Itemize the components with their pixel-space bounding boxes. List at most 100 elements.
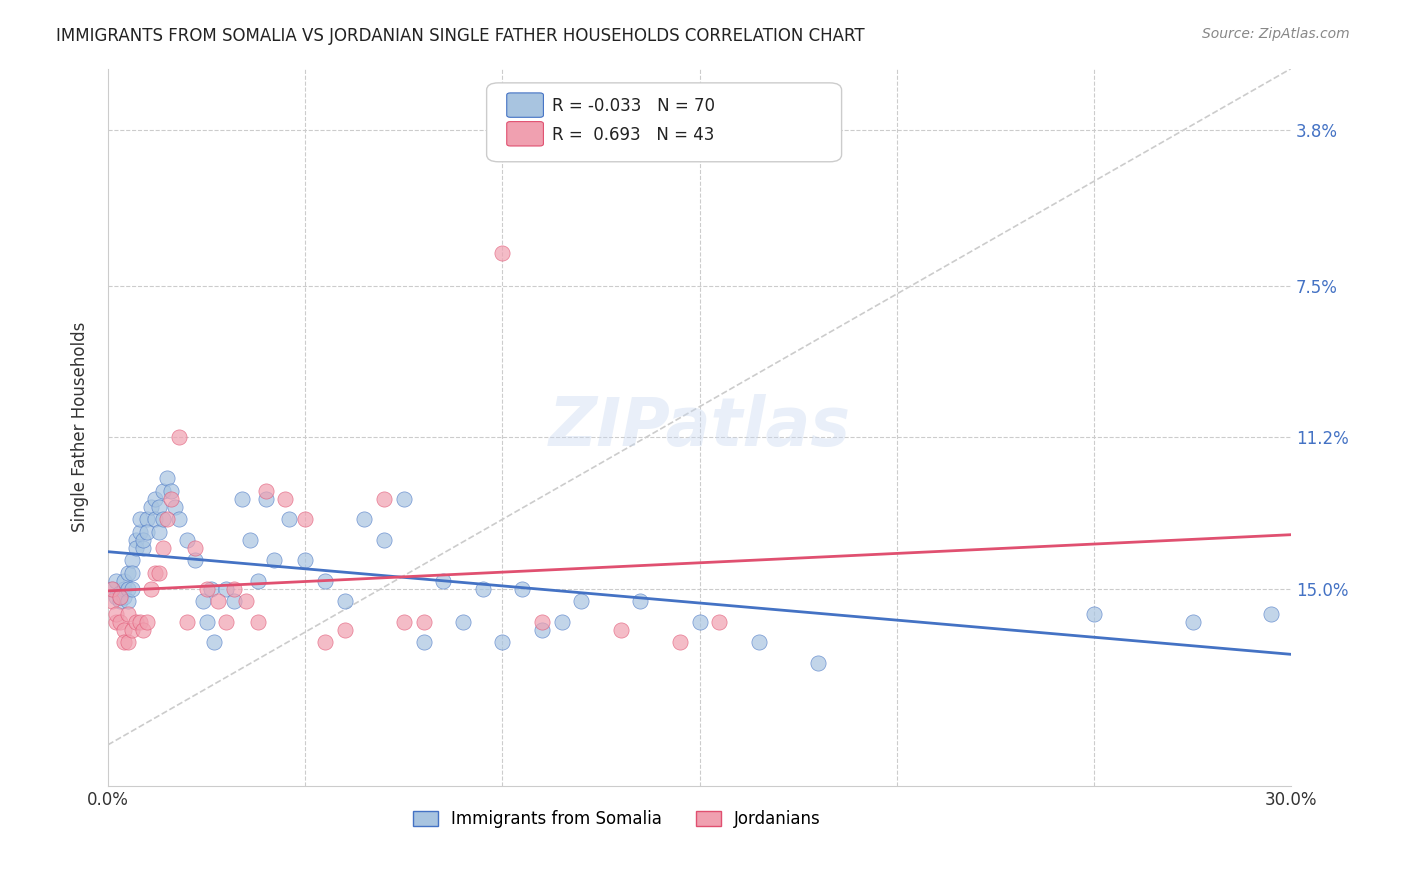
Text: R = -0.033   N = 70: R = -0.033 N = 70 [551, 97, 714, 115]
Jordanians [373, 491, 395, 506]
Jordanians [235, 594, 257, 608]
Immigrants from Somalia [132, 541, 155, 555]
Immigrants from Somalia [231, 491, 253, 506]
Jordanians [112, 623, 135, 637]
Jordanians [333, 623, 356, 637]
Immigrants from Somalia [141, 500, 163, 514]
Immigrants from Somalia [630, 594, 652, 608]
Y-axis label: Single Father Households: Single Father Households [72, 322, 89, 533]
Jordanians [104, 607, 127, 621]
Immigrants from Somalia [689, 615, 711, 629]
Jordanians [224, 582, 246, 596]
Jordanians [156, 512, 179, 526]
Immigrants from Somalia [124, 541, 146, 555]
Jordanians [530, 615, 553, 629]
Jordanians [709, 615, 731, 629]
Jordanians [148, 566, 170, 580]
Jordanians [215, 615, 238, 629]
Jordanians [609, 623, 631, 637]
Immigrants from Somalia [128, 524, 150, 539]
Immigrants from Somalia [121, 582, 143, 596]
Immigrants from Somalia [1181, 615, 1204, 629]
Jordanians [101, 582, 124, 596]
Jordanians [314, 635, 336, 649]
Immigrants from Somalia [117, 566, 139, 580]
Immigrants from Somalia [432, 574, 454, 588]
Immigrants from Somalia [471, 582, 494, 596]
Immigrants from Somalia [373, 533, 395, 547]
Immigrants from Somalia [163, 500, 186, 514]
Immigrants from Somalia [215, 582, 238, 596]
Immigrants from Somalia [254, 491, 277, 506]
Jordanians [491, 246, 513, 260]
Immigrants from Somalia [121, 566, 143, 580]
Immigrants from Somalia [491, 635, 513, 649]
Jordanians [104, 615, 127, 629]
Jordanians [136, 615, 159, 629]
Immigrants from Somalia [184, 553, 207, 567]
Immigrants from Somalia [167, 512, 190, 526]
Immigrants from Somalia [160, 483, 183, 498]
Jordanians [108, 591, 131, 605]
Immigrants from Somalia [569, 594, 592, 608]
Immigrants from Somalia [195, 615, 218, 629]
Text: Source: ZipAtlas.com: Source: ZipAtlas.com [1202, 27, 1350, 41]
Immigrants from Somalia [204, 635, 226, 649]
Immigrants from Somalia [807, 656, 830, 670]
Immigrants from Somalia [278, 512, 301, 526]
Jordanians [101, 594, 124, 608]
Text: IMMIGRANTS FROM SOMALIA VS JORDANIAN SINGLE FATHER HOUSEHOLDS CORRELATION CHART: IMMIGRANTS FROM SOMALIA VS JORDANIAN SIN… [56, 27, 865, 45]
Immigrants from Somalia [136, 524, 159, 539]
Immigrants from Somalia [132, 533, 155, 547]
Jordanians [124, 615, 146, 629]
Immigrants from Somalia [1260, 607, 1282, 621]
Immigrants from Somalia [224, 594, 246, 608]
Immigrants from Somalia [128, 512, 150, 526]
Jordanians [254, 483, 277, 498]
Jordanians [294, 512, 316, 526]
Immigrants from Somalia [136, 512, 159, 526]
Jordanians [112, 635, 135, 649]
Jordanians [108, 615, 131, 629]
Immigrants from Somalia [143, 512, 166, 526]
Immigrants from Somalia [748, 635, 770, 649]
Immigrants from Somalia [112, 582, 135, 596]
Jordanians [143, 566, 166, 580]
Jordanians [132, 623, 155, 637]
Immigrants from Somalia [314, 574, 336, 588]
Immigrants from Somalia [104, 591, 127, 605]
Immigrants from Somalia [412, 635, 434, 649]
Jordanians [207, 594, 229, 608]
Immigrants from Somalia [1083, 607, 1105, 621]
Immigrants from Somalia [108, 586, 131, 600]
Immigrants from Somalia [510, 582, 533, 596]
Immigrants from Somalia [191, 594, 214, 608]
Jordanians [141, 582, 163, 596]
Jordanians [246, 615, 269, 629]
Immigrants from Somalia [124, 533, 146, 547]
Immigrants from Somalia [263, 553, 285, 567]
Jordanians [167, 430, 190, 444]
Jordanians [128, 615, 150, 629]
FancyBboxPatch shape [506, 121, 543, 146]
Text: R =  0.693   N = 43: R = 0.693 N = 43 [551, 126, 714, 144]
Jordanians [412, 615, 434, 629]
Immigrants from Somalia [294, 553, 316, 567]
Immigrants from Somalia [121, 553, 143, 567]
FancyBboxPatch shape [486, 83, 842, 161]
Immigrants from Somalia [112, 574, 135, 588]
Jordanians [152, 541, 174, 555]
Jordanians [121, 623, 143, 637]
Immigrants from Somalia [104, 574, 127, 588]
Immigrants from Somalia [550, 615, 572, 629]
Immigrants from Somalia [148, 524, 170, 539]
Jordanians [117, 635, 139, 649]
Immigrants from Somalia [143, 491, 166, 506]
Immigrants from Somalia [112, 591, 135, 605]
Immigrants from Somalia [333, 594, 356, 608]
Jordanians [117, 607, 139, 621]
Immigrants from Somalia [108, 594, 131, 608]
Immigrants from Somalia [152, 483, 174, 498]
Immigrants from Somalia [392, 491, 415, 506]
Jordanians [669, 635, 692, 649]
